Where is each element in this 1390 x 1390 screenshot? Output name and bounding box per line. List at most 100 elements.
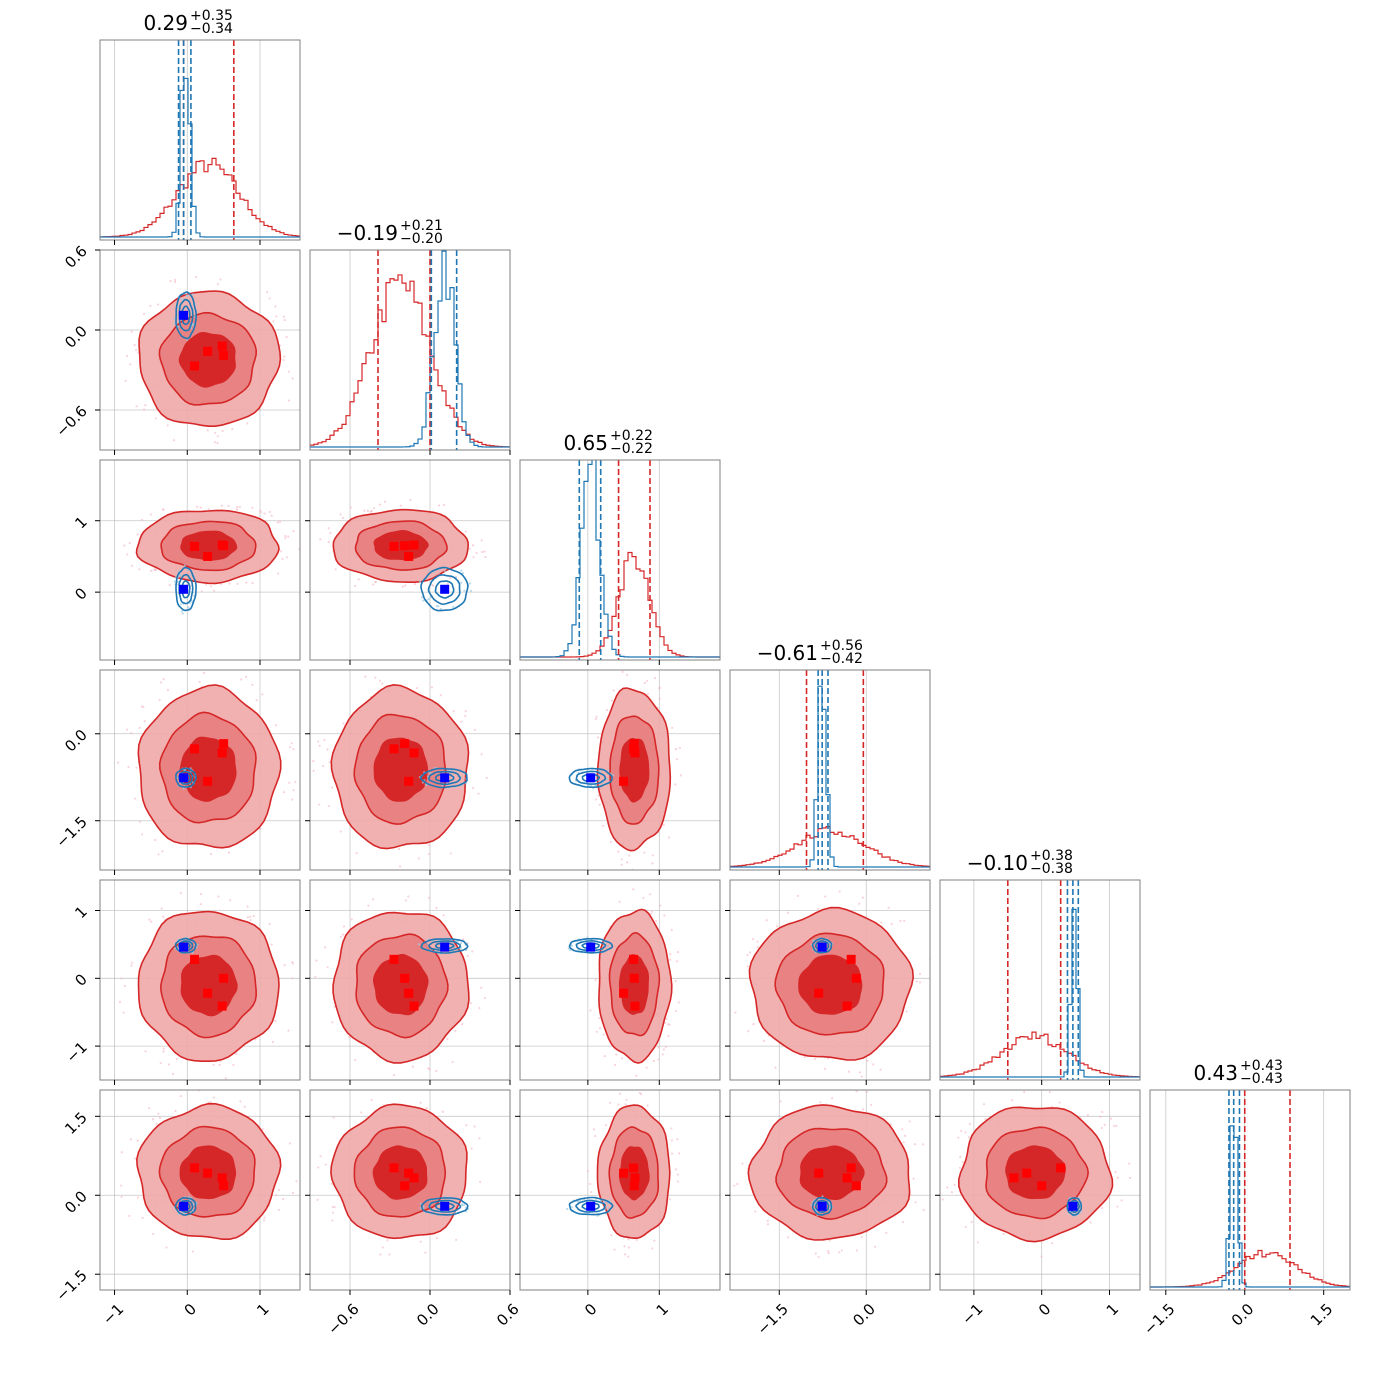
red-sample-point	[481, 550, 484, 554]
red-sample-point	[195, 275, 198, 279]
red-sample-point	[398, 847, 401, 851]
red-sample-point	[367, 904, 370, 907]
red-sample-point	[1109, 1117, 1113, 1120]
red-sample-point	[334, 568, 337, 571]
red-square-marker	[630, 748, 640, 758]
blue-sample-point	[469, 589, 473, 593]
red-sample-point	[252, 914, 255, 918]
red-sample-point	[172, 439, 176, 442]
red-sample-point	[653, 1239, 656, 1242]
red-sample-point	[626, 861, 629, 864]
red-sample-point	[1011, 1099, 1014, 1102]
red-sample-point	[968, 1122, 972, 1125]
red-sample-point	[642, 896, 645, 900]
blue-sample-point	[419, 1207, 422, 1210]
red-sample-point	[446, 1037, 449, 1041]
panel-frame	[729, 669, 931, 871]
red-sample-point	[175, 1057, 178, 1061]
red-sample-point	[322, 765, 325, 768]
red-sample-point	[855, 1249, 859, 1252]
blue-contour-1	[420, 566, 469, 612]
red-sample-point	[174, 280, 177, 284]
red-sample-point	[290, 742, 293, 745]
blue-square-marker	[817, 1201, 827, 1211]
red-sample-point	[435, 1236, 438, 1240]
red-sample-point	[288, 1142, 292, 1145]
red-sample-point	[228, 582, 231, 585]
red-sample-point	[967, 1136, 971, 1139]
red-sample-point	[594, 798, 598, 801]
red-sample-point	[404, 899, 407, 902]
red-sample-point	[643, 681, 646, 684]
red-square-marker	[217, 341, 227, 351]
red-sample-point	[354, 1058, 357, 1061]
red-sample-point	[404, 584, 407, 587]
red-sample-point	[451, 1060, 454, 1064]
red-sample-point	[291, 377, 294, 380]
red-sample-point	[862, 1108, 865, 1111]
x-tick-label: −0.6	[324, 1300, 362, 1338]
panel-frame	[309, 459, 511, 661]
red-sample-point	[317, 1166, 320, 1169]
red-square-marker	[404, 776, 414, 786]
param-title-4: −0.61	[757, 641, 818, 665]
blue-contour-1	[568, 1196, 614, 1216]
red-sample-point	[128, 541, 131, 545]
red-sample-point	[480, 539, 483, 542]
red-sample-point	[594, 978, 597, 982]
red-sample-point	[295, 1180, 298, 1183]
red-sample-point	[167, 1063, 171, 1066]
red-sample-point	[746, 953, 749, 957]
red-sample-point	[159, 681, 163, 684]
red-sample-point	[627, 1255, 630, 1258]
red-square-marker	[400, 739, 410, 749]
panel-frame	[99, 249, 301, 451]
panel-3-0	[100, 670, 300, 870]
panel-frame	[519, 879, 721, 1081]
blue-sample-point	[439, 607, 443, 611]
red-sample-point	[589, 1009, 592, 1012]
param-title-upper-err: +0.38	[1030, 848, 1073, 864]
red-sample-point	[1128, 1162, 1131, 1165]
red-sample-point	[670, 928, 673, 932]
red-square-marker	[814, 1168, 824, 1178]
red-sample-point	[249, 918, 252, 922]
panel-1-1	[310, 250, 510, 450]
red-sample-point	[227, 504, 230, 508]
red-square-marker	[619, 1168, 629, 1178]
panel-5-2	[520, 1090, 720, 1290]
red-sample-point	[676, 1138, 679, 1141]
red-sample-point	[120, 1195, 123, 1198]
red-sample-point	[118, 1000, 122, 1003]
red-sample-point	[1040, 1255, 1043, 1258]
red-sample-point	[126, 553, 129, 556]
blue-sample-point	[178, 574, 182, 577]
red-sample-point	[327, 541, 330, 544]
red-sample-point	[472, 786, 475, 790]
x-tick-label: 1	[1103, 1300, 1122, 1319]
panel-5-5	[1150, 1090, 1350, 1290]
red-sample-point	[244, 675, 248, 679]
red-sample-point	[287, 535, 290, 538]
red-square-marker	[1022, 1168, 1032, 1178]
param-title-lower-err: −0.34	[190, 21, 233, 37]
param-title-upper-err: +0.56	[820, 638, 863, 654]
blue-sample-point	[196, 943, 199, 946]
x-tick-label: 0	[181, 1300, 200, 1319]
red-sample-point	[674, 783, 677, 786]
red-sample-point	[285, 336, 288, 339]
panel-0-0	[100, 40, 300, 240]
red-square-marker	[400, 1181, 410, 1191]
red-sample-point	[775, 925, 779, 928]
red-sample-point	[354, 584, 357, 588]
red-sample-point	[207, 508, 210, 511]
red-sample-point	[964, 1131, 967, 1134]
blue-sample-point	[606, 944, 609, 947]
red-sample-point	[468, 547, 471, 550]
red-sample-point	[245, 581, 248, 584]
red-square-marker	[190, 361, 200, 371]
red-sample-point	[357, 578, 360, 581]
red-sample-point	[231, 428, 234, 431]
red-sample-point	[284, 534, 287, 538]
red-sample-point	[240, 678, 243, 681]
